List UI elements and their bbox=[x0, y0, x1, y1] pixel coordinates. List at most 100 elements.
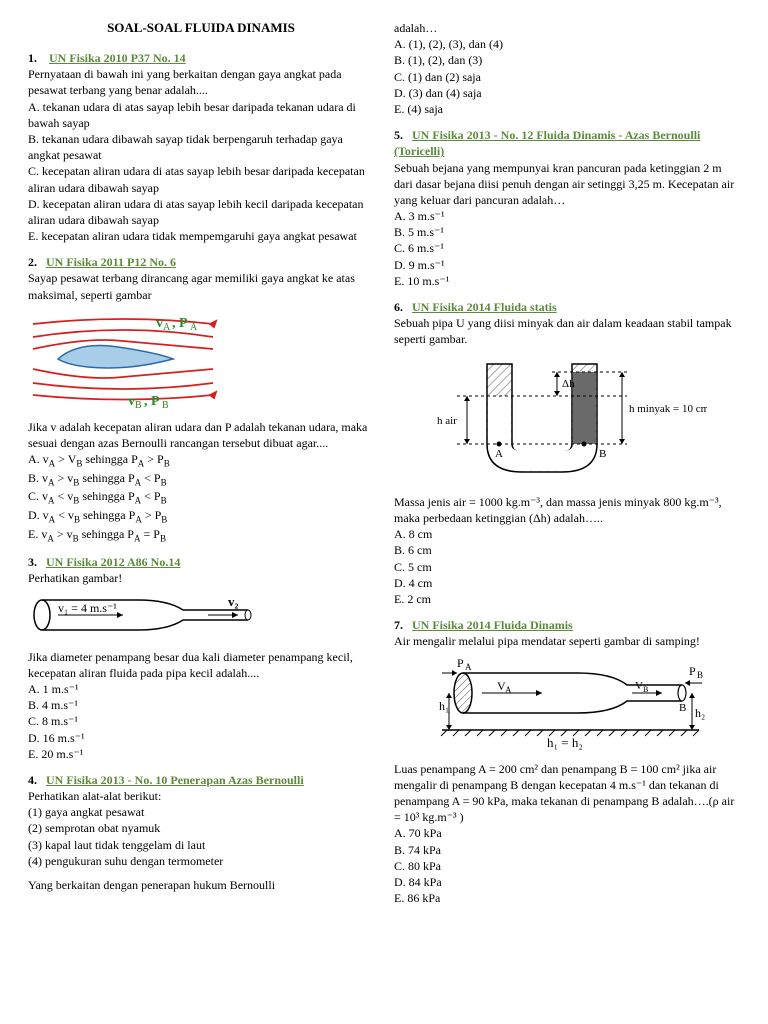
q3-text2: Jika diameter penampang besar dua kali d… bbox=[28, 649, 374, 681]
q5-opt-e: E. 10 m.s⁻¹ bbox=[394, 273, 740, 289]
svg-text:B: B bbox=[162, 400, 169, 409]
q6-figure-utube: Δh h minyak = 10 cm h air A B bbox=[394, 354, 740, 488]
q2-opt-c: C. vA < vB sehingga PA < PB bbox=[28, 488, 374, 507]
q4-item-2: (2) semprotan obat nyamuk bbox=[28, 820, 374, 836]
svg-text:h₁: h₁ bbox=[439, 699, 449, 713]
q4-item-1: (1) gaya angkat pesawat bbox=[28, 804, 374, 820]
q4-items: (1) gaya angkat pesawat (2) semprotan ob… bbox=[28, 804, 374, 869]
q5-opt-c: C. 6 m.s⁻¹ bbox=[394, 240, 740, 256]
question-4: 4. UN Fisika 2013 - No. 10 Penerapan Aza… bbox=[28, 772, 374, 893]
q7-opt-a: A. 70 kPa bbox=[394, 825, 740, 841]
q7-text: Air mengalir melalui pipa mendatar seper… bbox=[394, 633, 740, 649]
svg-text:P: P bbox=[689, 664, 696, 678]
q2-opt-e: E. vA > vB sehingga PA = PB bbox=[28, 526, 374, 545]
svg-text:A: A bbox=[495, 448, 503, 460]
q6-title: UN Fisika 2014 Fluida statis bbox=[412, 300, 557, 314]
svg-text:A: A bbox=[505, 685, 512, 695]
svg-text:B: B bbox=[599, 448, 606, 460]
q7-title: UN Fisika 2014 Fluida Dinamis bbox=[412, 618, 573, 632]
q7-opt-c: C. 80 kPa bbox=[394, 858, 740, 874]
q2-title: UN Fisika 2011 P12 No. 6 bbox=[46, 255, 176, 269]
svg-text:h₁ = h₂: h₁ = h₂ bbox=[547, 735, 583, 750]
svg-text:B: B bbox=[135, 400, 142, 409]
q3-opt-c: C. 8 m.s⁻¹ bbox=[28, 713, 374, 729]
svg-text:h₂: h₂ bbox=[695, 706, 705, 720]
q6-text2: Massa jenis air = 1000 kg.m⁻³, dan massa… bbox=[394, 494, 740, 526]
question-4-cont: adalah… A. (1), (2), (3), dan (4) B. (1)… bbox=[394, 20, 740, 117]
q6-opt-e: E. 2 cm bbox=[394, 591, 740, 607]
q4-num: 4. bbox=[28, 773, 37, 787]
q5-opt-b: B. 5 m.s⁻¹ bbox=[394, 224, 740, 240]
svg-text:B: B bbox=[679, 702, 686, 714]
q3-title: UN Fisika 2012 A86 No.14 bbox=[46, 555, 180, 569]
q4-text2: Yang berkaitan dengan penerapan hukum Be… bbox=[28, 877, 374, 893]
q2-opt-b: B. vA > vB sehingga PA < PB bbox=[28, 470, 374, 489]
q6-opt-c: C. 5 cm bbox=[394, 559, 740, 575]
q1-title: UN Fisika 2010 P37 No. 14 bbox=[49, 51, 186, 65]
q4c-opt-e: E. (4) saja bbox=[394, 101, 740, 117]
svg-text:h minyak = 10 cm: h minyak = 10 cm bbox=[629, 403, 707, 415]
page-title: SOAL-SOAL FLUIDA DINAMIS bbox=[28, 20, 374, 36]
q4c-opt-b: B. (1), (2), dan (3) bbox=[394, 52, 740, 68]
q6-options: A. 8 cm B. 6 cm C. 5 cm D. 4 cm E. 2 cm bbox=[394, 526, 740, 607]
svg-text:A: A bbox=[163, 322, 171, 333]
q4-item-4: (4) pengukuran suhu dengan termometer bbox=[28, 853, 374, 869]
q7-opt-e: E. 86 kPa bbox=[394, 890, 740, 906]
q7-opt-d: D. 84 kPa bbox=[394, 874, 740, 890]
q7-figure-pipe: PA VA VB PB B h₁ h₂ bbox=[394, 655, 740, 754]
q4-item-3: (3) kapal laut tidak tenggelam di laut bbox=[28, 837, 374, 853]
q5-text: Sebuah bejana yang mempunyai kran pancur… bbox=[394, 160, 740, 209]
svg-text:v₁ = 4 m.s⁻¹: v₁ = 4 m.s⁻¹ bbox=[58, 601, 117, 615]
svg-text:B: B bbox=[697, 670, 703, 680]
q2-opt-a: A. vA > VB sehingga PA > PB bbox=[28, 451, 374, 470]
svg-text:P: P bbox=[457, 656, 464, 670]
q7-text2: Luas penampang A = 200 cm² dan penampang… bbox=[394, 761, 740, 826]
q4c-options: A. (1), (2), (3), dan (4) B. (1), (2), d… bbox=[394, 36, 740, 117]
q3-num: 3. bbox=[28, 555, 37, 569]
q3-options: A. 1 m.s⁻¹ B. 4 m.s⁻¹ C. 8 m.s⁻¹ D. 16 m… bbox=[28, 681, 374, 762]
q1-opt-b: B. tekanan udara dibawah sayap tidak ber… bbox=[28, 131, 374, 163]
q4c-opt-a: A. (1), (2), (3), dan (4) bbox=[394, 36, 740, 52]
q4c-text: adalah… bbox=[394, 20, 740, 36]
q7-options: A. 70 kPa B. 74 kPa C. 80 kPa D. 84 kPa … bbox=[394, 825, 740, 906]
q3-opt-e: E. 20 m.s⁻¹ bbox=[28, 746, 374, 762]
svg-text:v: v bbox=[128, 394, 135, 409]
right-column: adalah… A. (1), (2), (3), dan (4) B. (1)… bbox=[394, 20, 740, 1004]
q3-opt-a: A. 1 m.s⁻¹ bbox=[28, 681, 374, 697]
q4c-opt-c: C. (1) dan (2) saja bbox=[394, 69, 740, 85]
q4-text: Perhatikan alat-alat berikut: bbox=[28, 788, 374, 804]
question-6: 6. UN Fisika 2014 Fluida statis Sebuah p… bbox=[394, 299, 740, 607]
svg-text:A: A bbox=[465, 662, 472, 672]
q3-opt-d: D. 16 m.s⁻¹ bbox=[28, 730, 374, 746]
q3-figure-pipe: v₁ = 4 m.s⁻¹ v₂ bbox=[28, 592, 374, 642]
q1-text: Pernyataan di bawah ini yang berkaitan d… bbox=[28, 66, 374, 98]
q2-num: 2. bbox=[28, 255, 37, 269]
svg-text:h air: h air bbox=[437, 415, 457, 427]
q2-text: Sayap pesawat terbang dirancang agar mem… bbox=[28, 270, 374, 302]
q2-text2: Jika v adalah kecepatan aliran udara dan… bbox=[28, 419, 374, 451]
question-2: 2. UN Fisika 2011 P12 No. 6 Sayap pesawa… bbox=[28, 254, 374, 544]
svg-text:B: B bbox=[643, 685, 648, 694]
q5-num: 5. bbox=[394, 128, 403, 142]
q6-num: 6. bbox=[394, 300, 403, 314]
q1-options: A. tekanan udara di atas sayap lebih bes… bbox=[28, 99, 374, 245]
svg-text:v₂: v₂ bbox=[228, 594, 239, 609]
svg-text:V: V bbox=[635, 680, 643, 692]
q6-text: Sebuah pipa U yang diisi minyak dan air … bbox=[394, 315, 740, 347]
q6-opt-b: B. 6 cm bbox=[394, 542, 740, 558]
q2-figure-airfoil: v A , P A v B , P B bbox=[28, 309, 374, 413]
q1-opt-e: E. kecepatan aliran udara tidak mempemga… bbox=[28, 228, 374, 244]
q2-opt-d: D. vA < vB sehingga PA > PB bbox=[28, 507, 374, 526]
q6-opt-d: D. 4 cm bbox=[394, 575, 740, 591]
q7-opt-b: B. 74 kPa bbox=[394, 842, 740, 858]
q3-opt-b: B. 4 m.s⁻¹ bbox=[28, 697, 374, 713]
q7-num: 7. bbox=[394, 618, 403, 632]
svg-text:, P: , P bbox=[144, 394, 160, 409]
q4-title: UN Fisika 2013 - No. 10 Penerapan Azas B… bbox=[46, 773, 304, 787]
q6-opt-a: A. 8 cm bbox=[394, 526, 740, 542]
question-5: 5. UN Fisika 2013 - No. 12 Fluida Dinami… bbox=[394, 127, 740, 289]
svg-text:A: A bbox=[190, 322, 198, 333]
q5-opt-d: D. 9 m.s⁻¹ bbox=[394, 257, 740, 273]
q5-options: A. 3 m.s⁻¹ B. 5 m.s⁻¹ C. 6 m.s⁻¹ D. 9 m.… bbox=[394, 208, 740, 289]
q4c-opt-d: D. (3) dan (4) saja bbox=[394, 85, 740, 101]
